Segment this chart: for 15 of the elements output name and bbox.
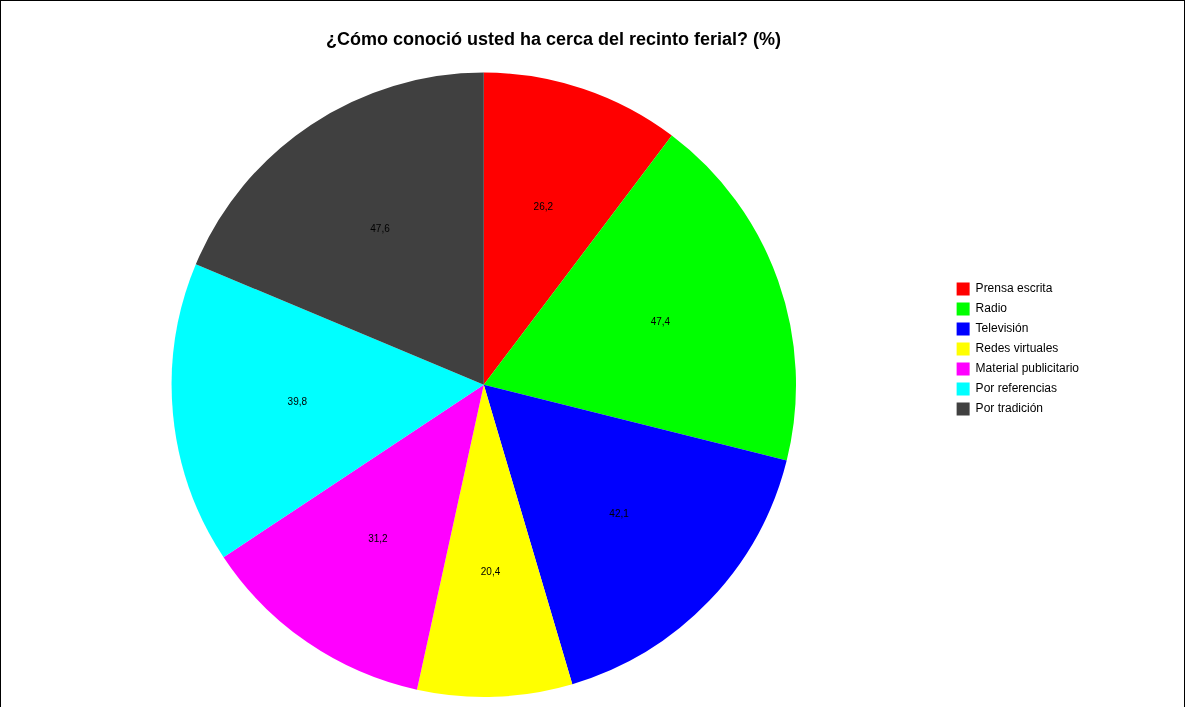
legend-label: Prensa escrita bbox=[975, 281, 1053, 296]
legend-label: Por referencias bbox=[975, 381, 1057, 396]
legend-label: Radio bbox=[975, 301, 1008, 316]
data-label: 20,4 bbox=[480, 565, 501, 577]
legend-label: Redes virtuales bbox=[975, 341, 1059, 356]
data-label: 47,4 bbox=[650, 316, 671, 328]
legend-label: Material publicitario bbox=[975, 361, 1080, 376]
data-label: 26,2 bbox=[533, 200, 554, 212]
data-label: 31,2 bbox=[368, 533, 389, 545]
chart-title: ¿Cómo conoció usted ha cerca del recinto ferial? (%) bbox=[325, 28, 782, 49]
legend-label: Televisión bbox=[975, 321, 1029, 336]
legend-label: Por tradición bbox=[975, 401, 1043, 416]
data-label: 42,1 bbox=[609, 508, 630, 520]
data-label: 39,8 bbox=[287, 396, 308, 408]
data-label: 47,6 bbox=[370, 222, 391, 234]
